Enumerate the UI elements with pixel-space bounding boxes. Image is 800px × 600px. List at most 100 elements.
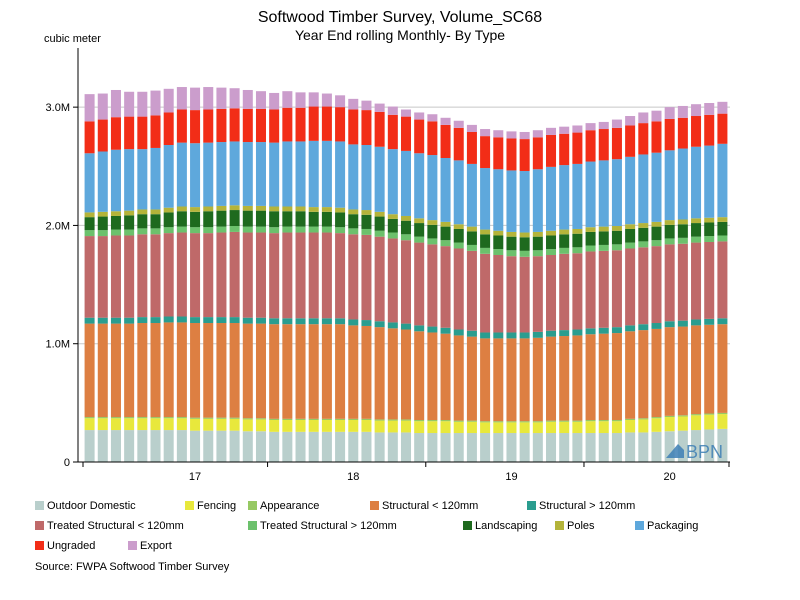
bar-segment [546,255,557,331]
x-ticks: 17 18 19 20 [82,462,730,483]
bar-segment [572,421,583,434]
bar-segment [638,223,649,228]
bar-segment [427,121,438,156]
bar-segment [110,235,121,318]
bar-segment [335,431,346,462]
legend-swatch [463,521,472,530]
bar-segment [585,328,596,335]
bar-segment [190,87,201,111]
bar-segment [387,238,398,323]
bar-segment [493,433,504,462]
bar-segment [466,330,477,337]
bar-segment [124,430,135,462]
bar-segment [506,236,517,251]
chart-subtitle: Year End rolling Monthly- By Type [295,27,505,43]
bar-segment [361,214,372,229]
bar-segment [84,418,95,431]
bar-segment [308,418,319,421]
bar-segment [598,226,609,232]
bar-segment [269,227,280,234]
bar-segment [176,417,187,419]
bar-segment [466,433,477,462]
bar-segment [611,250,622,328]
bar-segment [269,324,280,419]
bar-segment [572,233,583,248]
bar-segment [506,231,517,237]
bar-segment [124,418,135,431]
bar-segment [598,231,609,245]
bar-segment [176,430,187,462]
bar-segment [255,323,266,419]
bar-segment [203,430,214,462]
bar-segment [677,320,688,327]
bar-segment [506,170,517,232]
bar-segment [348,144,359,210]
bar-segment [255,431,266,462]
bar-segment [308,420,319,432]
bar-segment [532,337,543,422]
bar-segment [321,318,332,325]
bar-segment [559,126,570,134]
bar-segment [269,420,280,432]
bar-segment [638,418,649,420]
bar-segment [308,324,319,419]
bar-segment [176,316,187,323]
bar-segment [664,244,675,322]
bar-segment [229,417,240,419]
bar-segment [717,235,728,242]
bar-segment [664,327,675,416]
bar-segment [585,334,596,421]
bar-segment [585,421,596,434]
bar-segment [137,234,148,318]
bar-segment [348,214,359,229]
bar-segment [572,228,583,234]
bar-segment [335,318,346,325]
bar-segment [229,205,240,211]
bar-segment [216,317,227,324]
bar-segment [255,91,266,109]
bar-segment [704,103,715,115]
bar-segment [150,418,161,431]
bar-segment [203,418,214,431]
bar-segment [651,240,662,247]
bar-segment [717,324,728,413]
bar-segment [480,421,491,423]
y-tick-label: 0 [64,457,70,469]
bar-segment [414,242,425,326]
bar-segment [361,320,372,326]
bar-segment [124,215,135,230]
bar-segment [348,418,359,421]
bar-segment [493,130,504,138]
bar-segment [374,146,385,212]
bar-segment [519,237,530,251]
bar-segment [308,106,319,141]
bar-segment [677,148,688,220]
bar-segment [414,331,425,420]
legend-swatch [527,501,536,510]
bar-segment [559,234,570,248]
bar-segment [440,226,451,241]
bar-segment [190,143,201,208]
bar-segment [321,418,332,421]
bar-segment [321,324,332,419]
bar-segment [546,420,557,422]
bar-segment [400,215,412,221]
bar-segment [440,124,451,159]
bar-segment [427,155,438,221]
bar-segment [255,142,266,206]
bar-segment [282,91,293,108]
bar-segment [335,418,346,421]
bar-segment [400,116,412,151]
bar-segment [480,136,491,169]
bar-segment [466,244,477,251]
bar-segment [664,431,675,462]
bar-segment [97,236,108,318]
bar-segment [625,418,636,421]
bar-segment [203,211,214,228]
bar-segment [559,253,570,331]
axes [77,48,730,463]
bar-segment [124,229,135,236]
bar-segment [532,256,543,332]
bar-segment [480,253,491,333]
bar-segment [440,420,451,422]
